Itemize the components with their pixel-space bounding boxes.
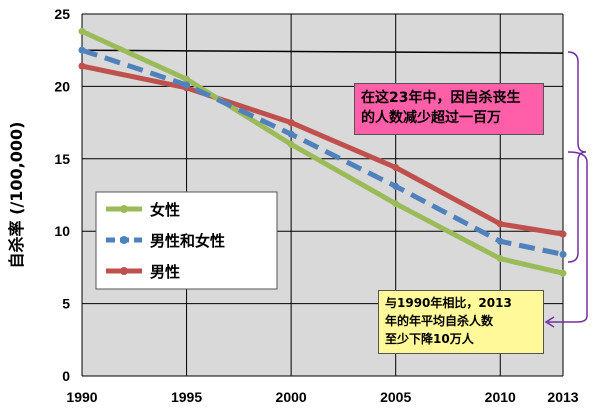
series-point [183, 75, 191, 83]
x-tick-label: 2000 [276, 389, 307, 405]
annotation-line: 的人数减少超过一百万 [361, 110, 501, 126]
legend-marker [120, 267, 128, 275]
series-line-2 [81, 63, 564, 237]
reference-line [81, 49, 564, 54]
x-tick-label: 1990 [66, 389, 97, 405]
series-point [183, 81, 191, 89]
y-tick-label: 25 [54, 6, 70, 22]
series-point [78, 46, 86, 54]
y-tick-label: 10 [54, 223, 70, 239]
series-point [496, 255, 504, 263]
series-point [559, 269, 567, 277]
y-axis-label: 自杀率 (/100,000) [7, 122, 26, 269]
y-tick-label: 20 [54, 78, 70, 94]
annotation-line: 与1990年相比，2013 [385, 296, 512, 310]
y-tick-label: 0 [62, 368, 70, 384]
x-tick-label: 1995 [171, 389, 202, 405]
annotation-line: 至少下降10万人 [385, 332, 474, 346]
legend-label: 男性 [150, 263, 180, 281]
series-point [287, 130, 295, 138]
x-tick-label: 2013 [547, 389, 578, 405]
series-point [496, 237, 504, 245]
series-line-0 [80, 29, 564, 276]
series-lines [78, 27, 567, 277]
annotation-annual-decrease: 与1990年相比，2013 年的年平均自杀人数 至少下降10万人 [378, 290, 544, 354]
legend-marker [120, 236, 128, 244]
series-point [78, 62, 86, 70]
series-point [392, 182, 400, 190]
y-tick-label: 15 [54, 151, 70, 167]
x-tick-label: 2010 [485, 389, 516, 405]
legend-label: 女性 [150, 201, 180, 219]
series-point [559, 250, 567, 258]
series-point [78, 27, 86, 35]
y-tick-labels: 0 5 10 15 20 25 [54, 6, 70, 384]
series-point [392, 200, 400, 208]
series-point [496, 220, 504, 228]
legend-label: 男性和女性 [150, 232, 225, 250]
x-tick-labels: 1990 1995 2000 2005 2010 2013 [66, 389, 578, 405]
annotation-line: 年的年平均自杀人数 [385, 314, 494, 328]
series-point [287, 119, 295, 127]
series-point [392, 163, 400, 171]
series-line-1 [81, 47, 564, 257]
annotation-line: 在这23年中，因自杀丧生 [361, 90, 521, 106]
legend-marker [120, 205, 128, 213]
annotation-total-decrease: 在这23年中，因自杀丧生 的人数减少超过一百万 [354, 83, 544, 135]
y-tick-label: 5 [62, 296, 70, 312]
series-point [559, 230, 567, 238]
annotation-brackets [544, 51, 588, 328]
x-tick-label: 2005 [380, 389, 411, 405]
series-point [287, 140, 295, 148]
